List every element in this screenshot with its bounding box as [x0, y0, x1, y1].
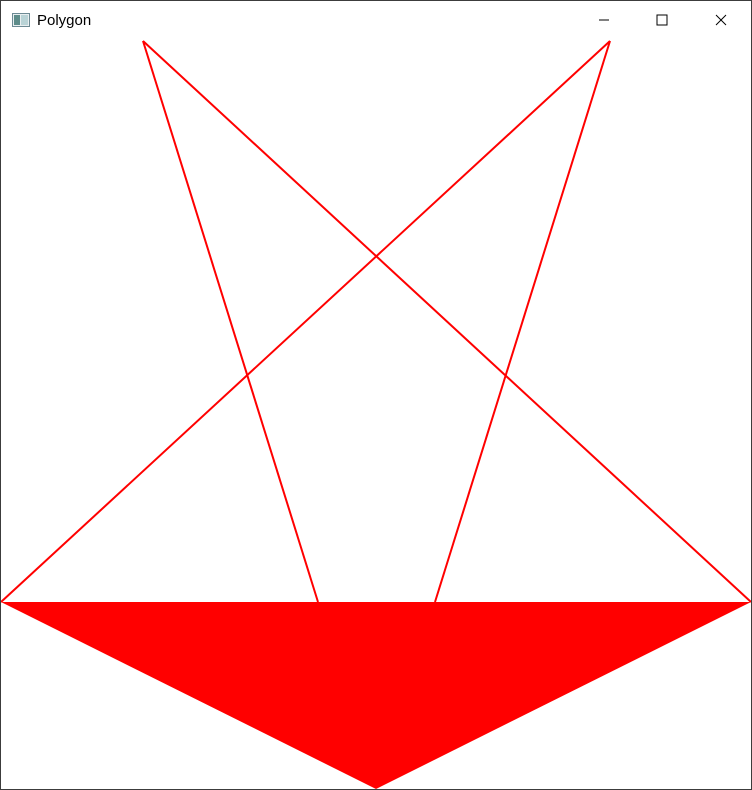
window-app-icon [12, 13, 30, 27]
minimize-icon [599, 19, 609, 21]
star-edge [434, 40, 611, 603]
star-edge [1, 40, 611, 603]
close-button[interactable] [691, 1, 751, 39]
minimize-button[interactable] [575, 1, 633, 39]
filled-triangle [1, 602, 751, 789]
maximize-button[interactable] [633, 1, 691, 39]
title-bar[interactable]: Polygon [1, 1, 751, 39]
star-edge [142, 40, 751, 603]
window-title: Polygon [37, 12, 92, 29]
maximize-icon [656, 14, 668, 26]
close-icon [715, 14, 727, 26]
star-edge [142, 40, 319, 603]
